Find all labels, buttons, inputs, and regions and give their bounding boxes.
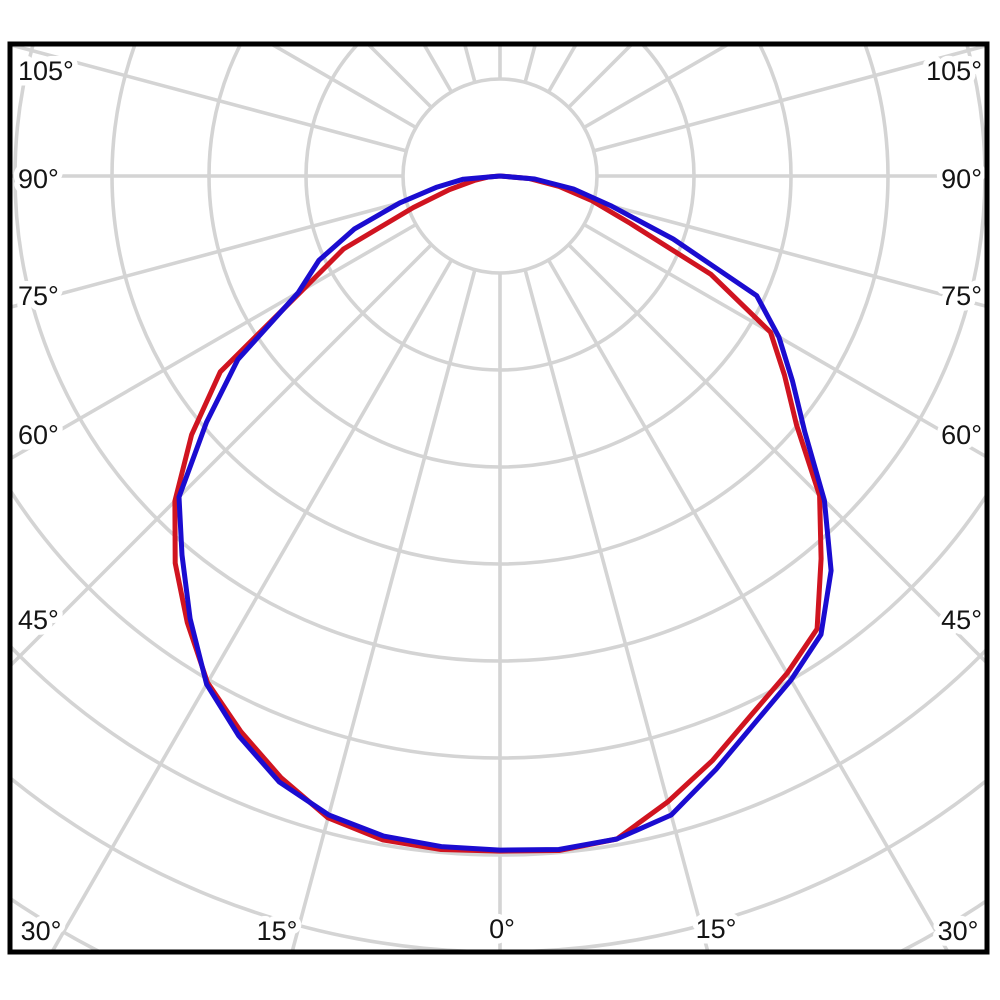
angle-label-right-90deg: 90° <box>941 164 982 194</box>
angle-label-right-45deg: 45° <box>941 605 982 635</box>
grid-spoke-255deg <box>12 46 407 153</box>
blue-curve <box>176 173 834 853</box>
angle-label-bottom-0deg: 0° <box>489 914 515 944</box>
grid-spoke-285deg <box>12 199 407 309</box>
grid-spoke-75deg <box>593 199 985 308</box>
grid-spoke-315deg <box>12 243 433 667</box>
angle-label-right-75deg: 75° <box>941 281 982 311</box>
angle-label-bottom-30deg: 30° <box>21 916 62 946</box>
grid-spoke-105deg <box>593 46 985 153</box>
angle-label-right-105deg: 105° <box>926 56 982 86</box>
angle-labels: 105° 90° 75° 60° 45° 105° 90° 75° 60° 45° 30° 15° 0°… <box>13 51 988 952</box>
grid-spoke-15deg <box>523 269 710 950</box>
angle-label-left-75deg: 75° <box>18 281 59 311</box>
chart-frame <box>7 41 990 955</box>
grid-spoke-45deg <box>567 243 985 664</box>
grid-spoke-330deg <box>51 259 454 950</box>
angle-label-left-105deg: 105° <box>18 56 74 86</box>
angle-label-bottom-15deg: 15° <box>257 916 298 946</box>
angle-label-right-60deg: 60° <box>941 420 982 450</box>
grid-spoke-30deg <box>546 259 949 950</box>
angle-label-left-45deg: 45° <box>18 605 59 635</box>
angle-label-left-60deg: 60° <box>18 420 59 450</box>
grid-spoke-300deg <box>12 222 417 460</box>
intensity-curves <box>172 173 834 854</box>
angle-label-bottom-15deg: 15° <box>696 914 737 944</box>
grid-spoke-345deg <box>290 269 477 950</box>
angle-label-bottom-30deg: 30° <box>938 916 979 946</box>
angle-label-left-90deg: 90° <box>18 164 59 194</box>
